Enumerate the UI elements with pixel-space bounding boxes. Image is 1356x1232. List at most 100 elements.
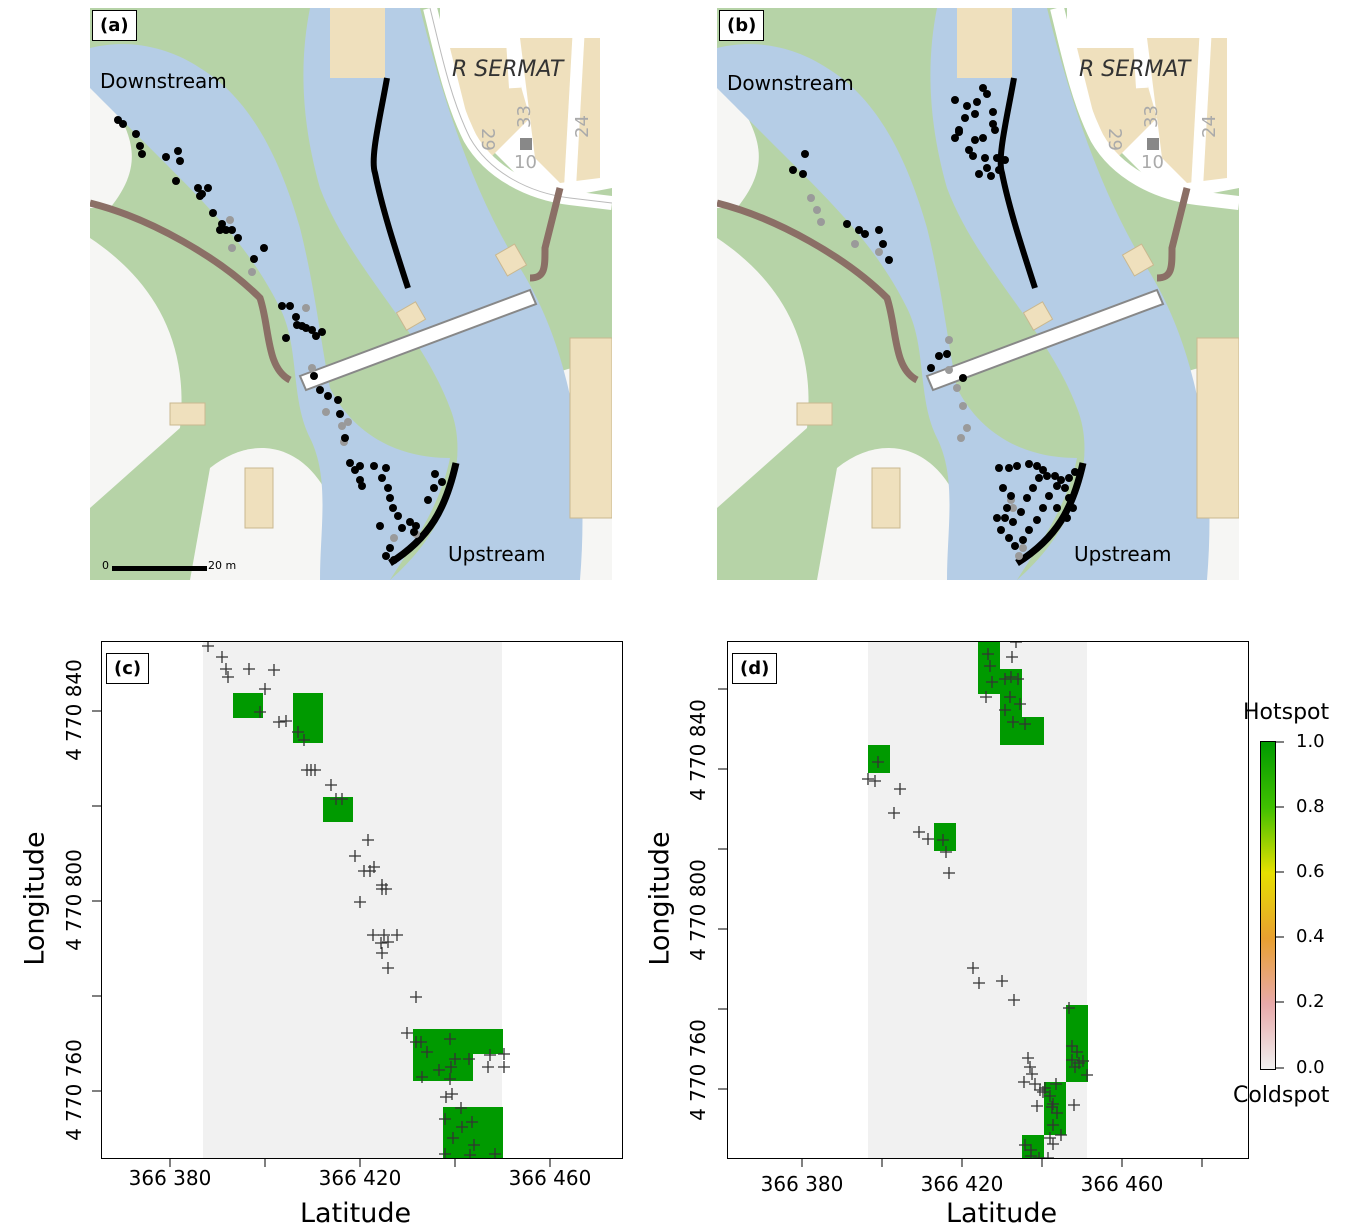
plot-d-svg xyxy=(862,642,1093,1158)
observation-marker xyxy=(415,1036,427,1048)
observation-marker xyxy=(446,1088,458,1100)
plot-c-svg xyxy=(202,642,510,1158)
observation-marker xyxy=(1066,1054,1078,1066)
observation-marker xyxy=(1047,1119,1059,1131)
survey-point xyxy=(222,226,230,234)
observation-marker xyxy=(376,883,388,895)
survey-point xyxy=(1007,492,1015,500)
observation-marker xyxy=(1044,1132,1056,1144)
map-b-background: R SERMAT 29 33 24 10 xyxy=(717,8,1239,580)
observation-marker xyxy=(482,1061,494,1073)
survey-point xyxy=(1003,504,1011,512)
survey-point xyxy=(318,328,326,336)
observation-marker xyxy=(872,756,884,768)
survey-point xyxy=(1005,534,1013,542)
legend-tick-0.8: 0.8 xyxy=(1296,796,1325,817)
observation-marker xyxy=(967,962,979,974)
map-panel-a: R SERMAT 29 33 24 10 (a) Downstream Upst… xyxy=(90,8,612,580)
observation-marker xyxy=(1029,1078,1041,1090)
x-tick-c-420: 366 420 xyxy=(318,1166,402,1190)
survey-point xyxy=(969,152,977,160)
hotspot-cell xyxy=(443,1107,503,1158)
survey-point xyxy=(1035,474,1043,482)
observation-marker xyxy=(468,1139,480,1151)
legend-color-bar xyxy=(1260,741,1276,1070)
observation-marker xyxy=(489,1148,501,1158)
scale-end-label: 20 m xyxy=(208,559,237,572)
svg-text:29: 29 xyxy=(477,128,498,151)
survey-point xyxy=(312,332,320,340)
observation-marker xyxy=(202,642,214,652)
observation-marker xyxy=(349,850,361,862)
x-tick-d-420: 366 420 xyxy=(920,1172,1004,1196)
survey-point xyxy=(196,192,204,200)
survey-point xyxy=(176,157,184,165)
x-axis-ticks-c xyxy=(169,1158,551,1167)
observation-marker xyxy=(456,1121,468,1133)
survey-point-grey xyxy=(228,244,236,252)
observation-marker xyxy=(984,660,996,672)
y-axis-ticks-c xyxy=(92,710,101,1092)
survey-point xyxy=(234,234,242,242)
survey-point xyxy=(965,146,973,154)
survey-point xyxy=(927,364,935,372)
observation-marker xyxy=(1010,642,1022,648)
observation-marker xyxy=(1050,1078,1062,1090)
downstream-label-a: Downstream xyxy=(100,69,227,93)
survey-point xyxy=(424,496,432,504)
observation-marker xyxy=(273,716,285,728)
survey-point xyxy=(250,255,258,263)
survey-point xyxy=(979,84,987,92)
survey-point xyxy=(194,184,202,192)
survey-point xyxy=(1029,484,1037,492)
observation-marker xyxy=(1066,1040,1078,1052)
svg-text:10: 10 xyxy=(1141,152,1164,173)
survey-point xyxy=(1071,468,1079,476)
observation-marker xyxy=(1063,1002,1075,1014)
survey-point xyxy=(324,392,332,400)
survey-point xyxy=(316,386,324,394)
x-axis-title-c: Latitude xyxy=(300,1198,412,1229)
observation-marker xyxy=(1031,1100,1043,1112)
observation-marker xyxy=(362,834,374,846)
observation-marker xyxy=(358,865,370,877)
survey-point xyxy=(260,244,268,252)
survey-point-grey xyxy=(817,218,825,226)
observation-marker xyxy=(444,1033,456,1045)
plot-panel-d: (d) xyxy=(727,641,1249,1159)
survey-point xyxy=(1019,536,1027,544)
observation-marker xyxy=(986,676,998,688)
hotspot-cell xyxy=(1066,1005,1088,1082)
survey-point xyxy=(973,98,981,106)
observation-marker xyxy=(1047,1138,1059,1150)
observation-marker xyxy=(980,691,992,703)
observation-marker xyxy=(996,975,1008,987)
upstream-label-a: Upstream xyxy=(448,542,546,566)
legend-coldspot-label: Coldspot xyxy=(1233,1083,1330,1108)
survey-point xyxy=(389,504,397,512)
observation-marker xyxy=(973,977,985,989)
x-axis-ticks-d xyxy=(801,1158,1203,1167)
observation-marker xyxy=(913,826,925,838)
survey-point xyxy=(1033,462,1041,470)
legend-tick-0.0: 0.0 xyxy=(1296,1057,1325,1078)
survey-point xyxy=(971,136,979,144)
survey-point xyxy=(209,209,217,217)
observation-marker xyxy=(1042,1152,1054,1158)
observation-marker xyxy=(869,775,881,787)
street-name-b: R SERMAT xyxy=(1079,57,1192,82)
survey-point-grey xyxy=(322,408,330,416)
x-tick-d-460: 366 460 xyxy=(1080,1172,1164,1196)
observation-marker xyxy=(391,929,403,941)
observation-marker xyxy=(309,764,321,776)
survey-point-grey xyxy=(390,534,398,542)
svg-text:24: 24 xyxy=(572,115,593,138)
survey-point xyxy=(390,556,398,564)
observation-marker xyxy=(463,1053,475,1065)
survey-point xyxy=(943,350,951,358)
panel-label-c: (c) xyxy=(106,653,150,684)
survey-point xyxy=(995,166,1003,174)
survey-point xyxy=(1065,474,1073,482)
survey-point xyxy=(1025,460,1033,468)
survey-point-grey xyxy=(1015,552,1023,560)
